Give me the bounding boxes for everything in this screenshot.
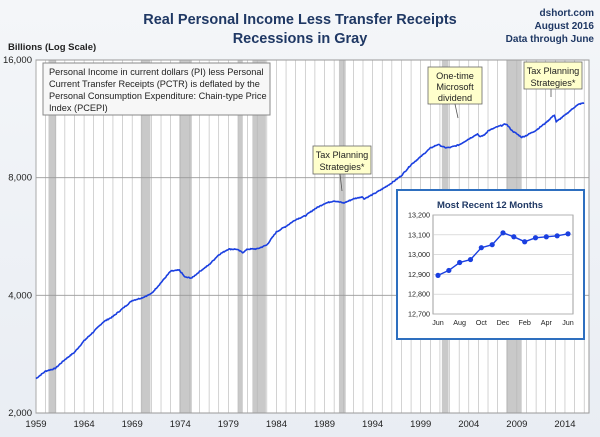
x-tick-label: 2004	[458, 419, 479, 430]
callout-text: Tax Planning	[527, 66, 580, 76]
note-line: Current Transfer Receipts (PCTR) is defl…	[49, 79, 260, 89]
inset-data-point	[435, 272, 441, 278]
inset-x-tick-label: Aug	[453, 318, 466, 327]
horizontal-gridlines	[36, 59, 589, 414]
y-axis-title: Billions (Log Scale)	[8, 42, 96, 53]
x-tick-label: 1979	[218, 419, 239, 430]
callout-text: Tax Planning	[316, 150, 369, 160]
y-tick-label: 8,000	[8, 173, 32, 184]
inset-data-point	[554, 233, 560, 239]
inset-data-point	[457, 259, 463, 266]
callout-microsoft-dividend: One-time Microsoft dividend	[427, 66, 483, 119]
inset-data-point	[478, 245, 484, 251]
recession-band	[179, 60, 192, 413]
x-tick-label: 1974	[170, 419, 191, 430]
inset-y-tick-label: 12,900	[408, 270, 430, 279]
x-tick-label: 2009	[506, 419, 527, 430]
x-tick-label: 1989	[314, 419, 335, 430]
inset-x-tick-label: Jun	[432, 318, 444, 327]
inset-data-point	[467, 256, 474, 263]
x-axis-ticks: 1959 1964 1969 1974 1979 1984 1989 1994 1999 2004…	[25, 419, 575, 430]
x-tick-label: 1999	[410, 419, 431, 430]
y-tick-label: 4,000	[8, 290, 32, 301]
inset-y-tick-label: 12,800	[408, 290, 430, 299]
x-tick-label: 1964	[74, 419, 95, 430]
callouts: Tax Planning Strategies* One-time Micros…	[312, 61, 583, 192]
recession-band	[48, 60, 57, 413]
x-tick-label: 1959	[25, 419, 46, 430]
date-label: August 2016	[535, 21, 595, 32]
data-through-label: Data through June	[506, 34, 595, 45]
inset-data-point	[511, 234, 517, 240]
callout-tax-planning-1993: Tax Planning Strategies*	[312, 145, 372, 192]
callout-tax-planning-2013: Tax Planning Strategies*	[523, 61, 583, 97]
x-tick-label: 1994	[362, 419, 383, 430]
series-line	[35, 102, 585, 380]
y-tick-label: 16,000	[3, 55, 32, 66]
inset-x-tick-label: Dec	[497, 318, 510, 327]
inset-y-tick-label: 13,000	[408, 250, 430, 259]
chart-subtitle: Recessions in Gray	[233, 31, 368, 47]
callout-text: Strategies*	[531, 78, 576, 88]
inset-points	[435, 230, 571, 278]
inset-data-point	[532, 235, 539, 241]
inset-x-tick-label: Apr	[541, 318, 553, 327]
inset-data-point	[565, 231, 571, 237]
inset-y-tick-label: 13,200	[408, 211, 430, 220]
methodology-note: Personal Income in current dollars (PI) …	[42, 62, 271, 116]
callout-text: Strategies*	[320, 162, 365, 172]
note-line: Personal Income in current dollars (PI) …	[49, 67, 263, 77]
note-line: Personal Consumption Expenditure: Chain-…	[49, 91, 267, 101]
inset-y-tick-label: 13,100	[408, 230, 430, 239]
inset-y-ticks: 12,700 12,800 12,900 13,000 13,100 13,200	[408, 211, 430, 319]
inset-title: Most Recent 12 Months	[437, 200, 543, 211]
callout-text: Microsoft	[436, 82, 474, 92]
note-line: Index (PCEPI)	[49, 103, 108, 113]
x-tick-label: 1984	[266, 419, 287, 430]
inset-x-ticks: Jun Aug Oct Dec Feb Apr Jun	[432, 318, 574, 327]
recession-band	[237, 60, 243, 413]
inset-plot-area	[432, 214, 574, 315]
inset-chart: Most Recent 12 Months 12,700 12,800 12,900…	[396, 189, 585, 340]
inset-gridlines	[433, 214, 573, 315]
y-tick-label: 2,000	[8, 408, 32, 419]
inset-x-tick-label: Feb	[518, 318, 530, 327]
inset-x-tick-label: Jun	[562, 318, 574, 327]
callout-text: dividend	[438, 93, 472, 103]
recession-band	[338, 60, 346, 413]
inset-y-tick-label: 12,700	[408, 310, 430, 319]
inset-data-point	[543, 234, 549, 240]
x-tick-label: 2014	[554, 419, 575, 430]
inset-data-point	[522, 239, 528, 245]
recession-band	[140, 60, 151, 413]
source-label: dshort.com	[540, 8, 595, 19]
vertical-gridlines	[35, 60, 585, 413]
x-tick-label: 1969	[122, 419, 143, 430]
inset-data-point	[500, 230, 506, 236]
inset-data-point	[446, 267, 452, 274]
callout-text: One-time	[436, 71, 474, 81]
y-axis-ticks: 2,000 4,000 8,000 16,000	[3, 55, 32, 419]
inset-data-point	[489, 242, 495, 248]
chart-title: Real Personal Income Less Transfer Recei…	[143, 12, 457, 28]
recession-band	[252, 60, 266, 413]
inset-x-tick-label: Oct	[476, 318, 487, 327]
